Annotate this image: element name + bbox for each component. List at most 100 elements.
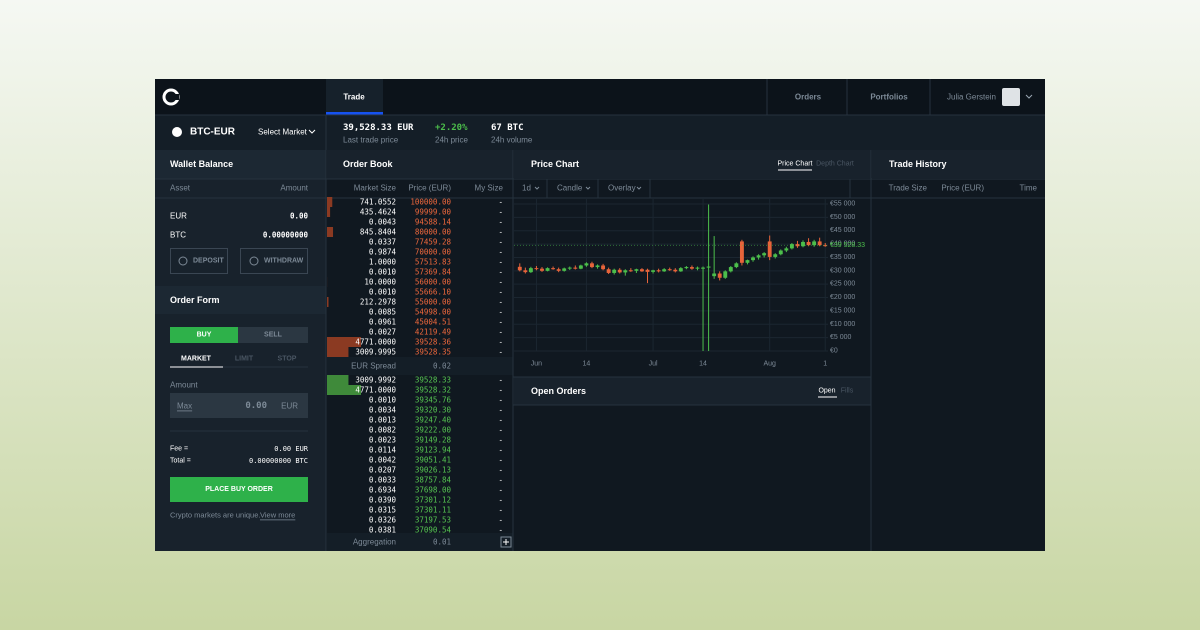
price: 39051.41 (415, 456, 451, 465)
market-size: 0.0326 (369, 516, 397, 525)
orders-tab[interactable]: Open (818, 388, 835, 395)
market-size: 741.0552 (360, 198, 396, 207)
my-size: - (498, 308, 503, 317)
stat-label: Last trade price (343, 136, 399, 145)
logo[interactable] (162, 88, 180, 106)
chart-control[interactable]: Candle (557, 184, 583, 193)
chart-tab[interactable]: Depth Chart (816, 161, 854, 168)
amount-input[interactable] (170, 393, 308, 418)
stat-label: 24h volume (491, 136, 533, 145)
orders-tab[interactable]: Fills (841, 388, 854, 395)
market-size: 0.0207 (369, 466, 396, 475)
my-size: - (498, 218, 503, 227)
fee-label: Fee = (170, 446, 188, 453)
candle-body (762, 253, 767, 256)
avatar[interactable] (1002, 88, 1020, 106)
candlestick-chart: €0 €5 000 €10 000 €15 000 €20 000 €25 000 €30 … (514, 199, 865, 368)
candle-body (662, 269, 667, 272)
total-value: 0.00000000 BTC (249, 457, 308, 465)
column-header: Price (EUR) (408, 184, 451, 193)
order-type[interactable]: LIMIT (235, 356, 254, 363)
market-pair[interactable]: BTC-EUR (190, 127, 236, 138)
chevron[interactable] (308, 129, 316, 134)
price: 94588.14 (415, 218, 452, 227)
chart-control[interactable]: Overlay (608, 184, 636, 193)
side-label[interactable]: BUY (197, 332, 212, 339)
nav-tab[interactable]: Portfolios (870, 93, 908, 102)
market-size: 0.6934 (369, 486, 397, 495)
chart-tab[interactable]: Price Chart (777, 161, 812, 168)
chart-control[interactable]: 1d (522, 184, 531, 193)
candle-body (601, 265, 606, 270)
candle-body (717, 273, 722, 278)
market-size: 10.0000 (364, 278, 396, 287)
sell-tab[interactable] (238, 327, 308, 343)
order-type[interactable]: MARKET (181, 356, 212, 363)
price: 80000.00 (415, 228, 452, 237)
tab-active[interactable] (326, 79, 383, 115)
price: 77459.28 (415, 238, 452, 247)
price: 54998.00 (415, 308, 452, 317)
side-label[interactable]: SELL (264, 332, 283, 339)
price: 39149.28 (415, 436, 452, 445)
depth-bar (327, 337, 361, 347)
stat-value: 67 BTC (491, 123, 524, 133)
nav-tab[interactable]: Orders (795, 93, 822, 102)
icon (178, 256, 188, 266)
x-tick-label: Aug (763, 361, 776, 368)
candle-body (612, 269, 617, 273)
price: 39345.76 (415, 396, 452, 405)
asset: BTC (170, 231, 186, 240)
button-label[interactable]: DEPOSIT (193, 258, 224, 265)
candle-body (795, 244, 800, 247)
max-link[interactable]: Max (177, 402, 192, 411)
chevron[interactable] (1025, 94, 1033, 99)
withdraw-button[interactable] (240, 248, 308, 274)
price: 39528.36 (415, 338, 452, 347)
my-size: - (498, 466, 503, 475)
submit-button[interactable] (170, 477, 308, 502)
last-price-label: €39 528.33 (830, 242, 865, 249)
my-size: - (498, 238, 503, 247)
price: 57513.83 (415, 258, 451, 267)
buy-tab[interactable] (170, 327, 238, 343)
price: 99999.00 (415, 208, 452, 217)
candle-body (523, 270, 528, 273)
submit-label[interactable]: PLACE BUY ORDER (205, 486, 273, 493)
my-size: - (498, 496, 503, 505)
select-market[interactable]: Select Market (258, 128, 308, 137)
my-size: - (498, 526, 503, 535)
my-size: - (498, 486, 503, 495)
column-header: My Size (475, 184, 504, 193)
market-size: 0.0013 (369, 416, 396, 425)
price: 37301.11 (415, 506, 451, 515)
nav-tab[interactable]: Trade (343, 93, 365, 102)
panel-header (514, 150, 871, 179)
price: 39320.30 (415, 406, 452, 415)
column-header: Amount (280, 184, 308, 193)
candle-body (823, 245, 828, 247)
y-tick-label: €45 000 (830, 227, 855, 234)
deposit-button[interactable] (170, 248, 228, 274)
note-link[interactable]: View more (260, 511, 295, 520)
market-size: 3009.9995 (355, 348, 396, 357)
x-tick-label: 14 (699, 361, 707, 368)
candle-body (651, 270, 656, 272)
column-header: Price (EUR) (941, 184, 984, 193)
market-size: 4771.0000 (355, 338, 396, 347)
my-size: - (498, 476, 503, 485)
my-size: - (498, 416, 503, 425)
panel-title: Order Form (170, 295, 220, 305)
candle-body (701, 267, 705, 269)
asks: 741.0552 100000.00 - 435.4624 99999.00 - 0.004… (327, 197, 503, 357)
user-name[interactable]: Julia Gerstein (947, 93, 996, 102)
candle-body (689, 267, 694, 269)
depth-bar (327, 375, 349, 385)
aggregation-plus[interactable] (500, 536, 512, 548)
candle-body (640, 269, 644, 272)
balance: 0.00000000 (263, 231, 309, 240)
order-type[interactable]: STOP (278, 356, 297, 363)
button-label[interactable]: WITHDRAW (264, 258, 304, 265)
candle-body (617, 269, 622, 273)
price: 38757.84 (415, 476, 452, 485)
